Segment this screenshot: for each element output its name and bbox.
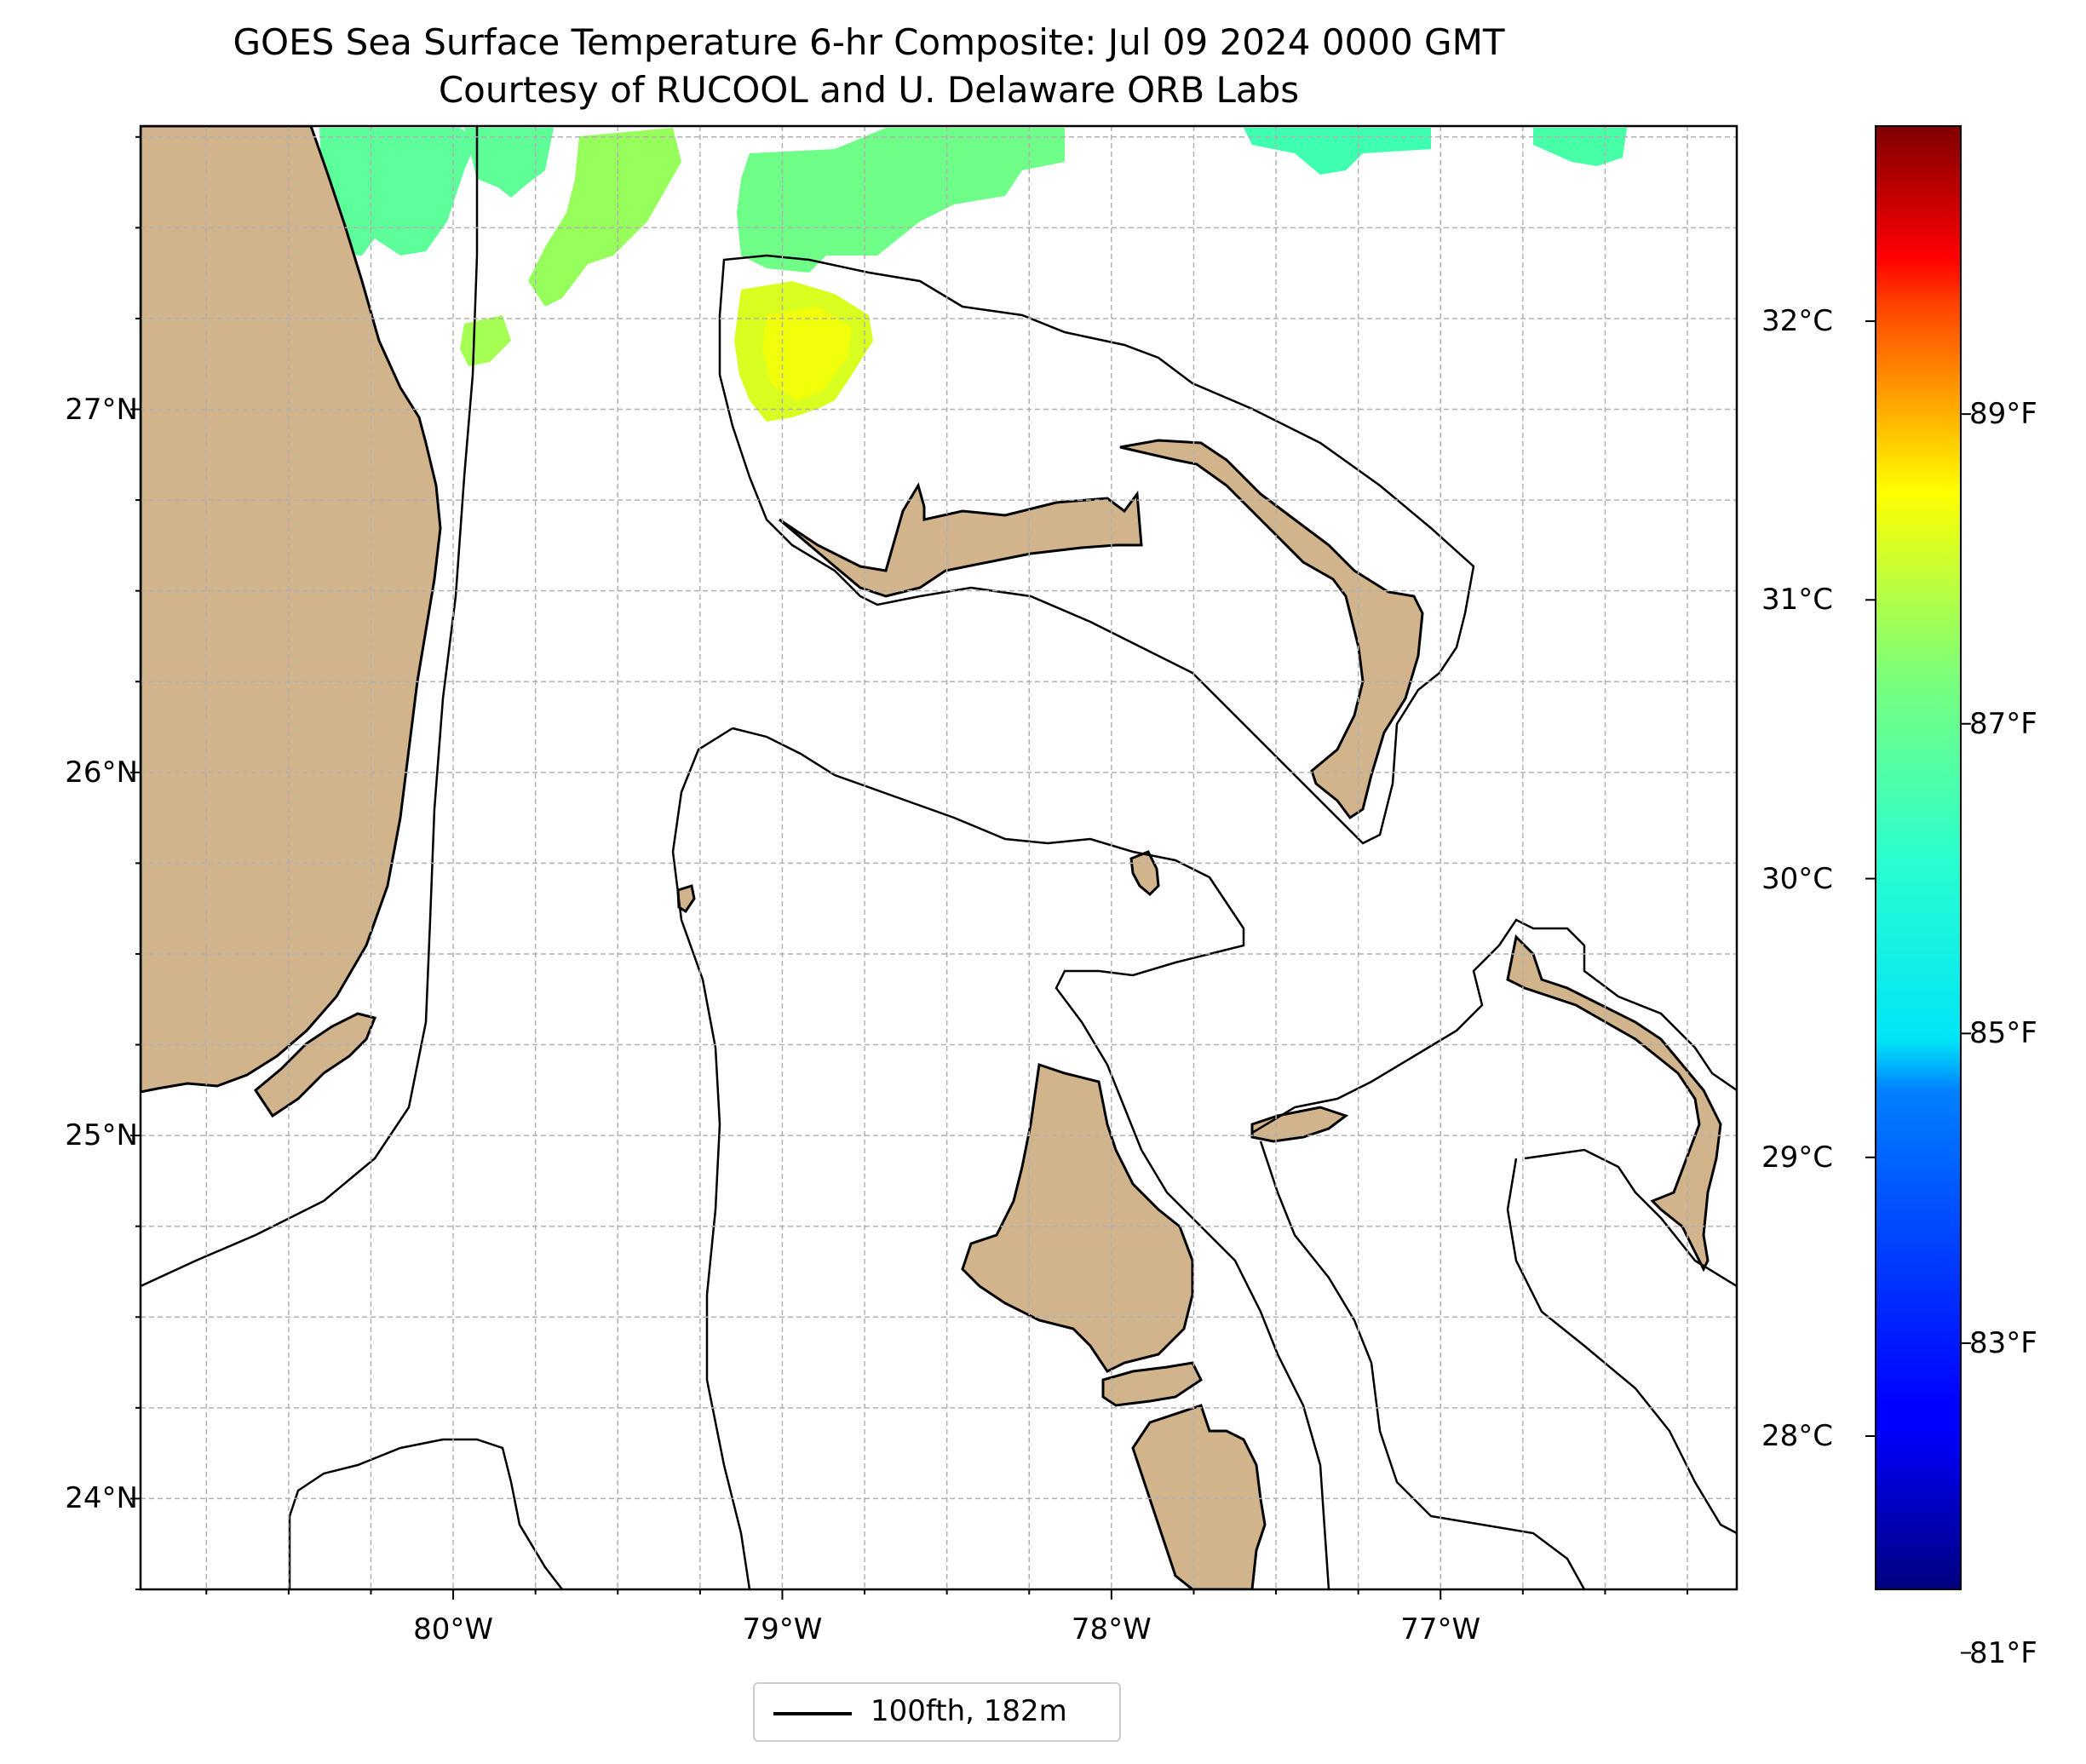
colorbar: [1875, 125, 1962, 1590]
land-layer: [141, 126, 1722, 1589]
title-line-2: Courtesy of RUCOOL and U. Delaware ORB L…: [438, 69, 1300, 111]
colorbar-celsius-label: 30°C: [1761, 861, 1834, 896]
colorbar-celsius-label: 29°C: [1761, 1140, 1834, 1175]
isobath-tongue-of-ocean: [1251, 918, 1737, 1135]
eleuthera-land: [1506, 934, 1722, 1273]
axis-ticks: [130, 135, 1689, 1600]
lat-label: 26°N: [65, 755, 138, 790]
isobath-great-bahama-west: [671, 727, 751, 1589]
lat-label: 27°N: [65, 392, 138, 427]
sst-patch-north-yellow-core: [762, 307, 852, 400]
legend: 100fth, 182m: [753, 1682, 1121, 1742]
legend-line-swatch: [773, 1712, 852, 1715]
isobath-tongue-south: [1259, 1141, 1586, 1589]
sst-patch-north-green-1: [319, 128, 477, 256]
mangrove-cay-land: [1101, 1361, 1203, 1407]
sst-patch-north-east-green-2: [1533, 128, 1627, 166]
isobath-100fth: [141, 126, 1737, 1589]
lon-label: 77°W: [1400, 1612, 1481, 1646]
map-title: GOES Sea Surface Temperature 6-hr Compos…: [0, 19, 1738, 114]
isobath-florida-shelf: [141, 126, 479, 1288]
colorbar-fahrenheit-label: 85°F: [1969, 1016, 2037, 1051]
andros-south-land: [1131, 1404, 1267, 1589]
plot-frame: [139, 124, 1738, 1591]
sst-layer: [143, 128, 1627, 528]
florida-land: [141, 126, 442, 1094]
colorbar-celsius-label: 32°C: [1761, 304, 1834, 339]
sst-patch-north-yellowgreen-2: [460, 315, 511, 366]
isobath-exuma-sound: [1524, 1148, 1737, 1288]
sst-patch-north-yellowgreen-1: [528, 128, 681, 307]
colorbar-fahrenheit-label: 87°F: [1969, 706, 2037, 741]
sst-patch-north-green-3: [737, 128, 1065, 273]
colorbar-fahrenheit-label: 89°F: [1969, 397, 2037, 432]
lon-label: 80°W: [413, 1612, 494, 1646]
colorbar-celsius-label: 31°C: [1761, 583, 1834, 618]
andros-land: [961, 1063, 1194, 1373]
gridlines: [141, 126, 1737, 1590]
colorbar-fahrenheit-label: 81°F: [1969, 1635, 2037, 1670]
isobath-little-bahama-bank: [718, 254, 1475, 845]
lat-label: 25°N: [65, 1118, 138, 1153]
legend-label: 100fth, 182m: [871, 1694, 1067, 1728]
colorbar-ticks: [1865, 320, 1971, 1654]
grand-bahama-land: [779, 482, 1143, 598]
abaco-land: [1119, 439, 1424, 820]
isobath-cay-sal: [288, 1438, 563, 1589]
title-line-1: GOES Sea Surface Temperature 6-hr Compos…: [233, 21, 1505, 63]
sst-patch-north-east-green: [1244, 128, 1431, 175]
colorbar-celsius-label: 28°C: [1761, 1419, 1834, 1454]
lat-label: 24°N: [65, 1481, 138, 1516]
isobath-exuma-west: [1506, 1158, 1737, 1535]
florida-keys-1: [254, 1012, 377, 1118]
colorbar-fahrenheit-label: 83°F: [1969, 1325, 2037, 1360]
isobath-great-bahama-bank: [732, 727, 1330, 1589]
lon-label: 78°W: [1071, 1612, 1152, 1646]
berry-islands-land: [1129, 850, 1160, 897]
sst-patch-north-green-2: [464, 128, 554, 198]
lon-label: 79°W: [742, 1612, 823, 1646]
